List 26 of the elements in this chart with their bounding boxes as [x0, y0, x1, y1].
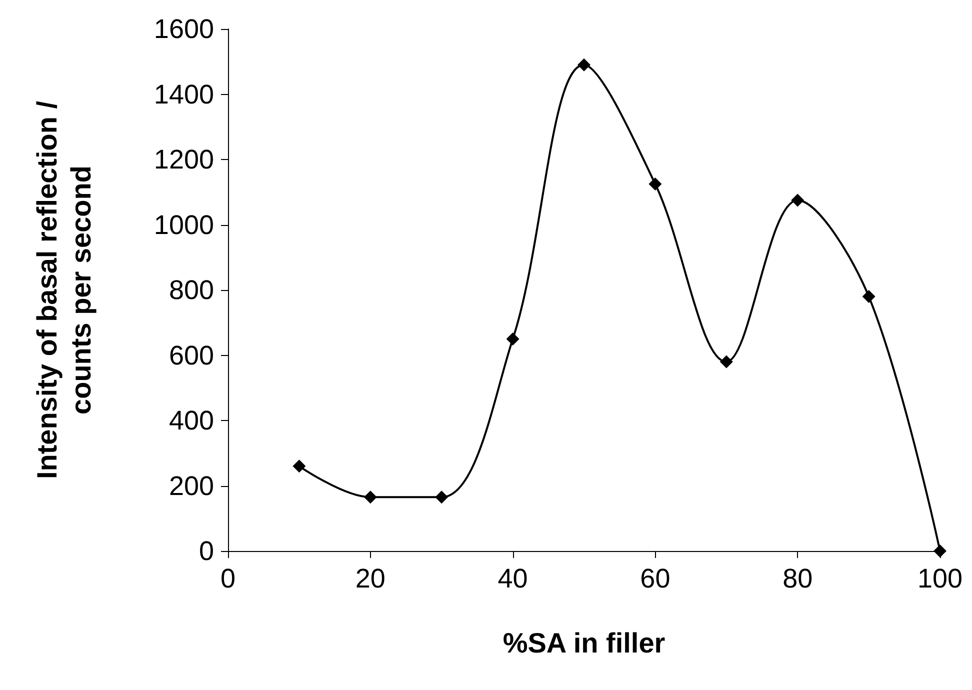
y-tick-label: 1200: [154, 144, 214, 174]
x-tick-label: 80: [782, 564, 813, 594]
x-tick-label: 100: [917, 564, 963, 594]
x-axis-title: %SA in filler: [502, 628, 666, 658]
point: [578, 58, 590, 72]
x-tick-label: 40: [498, 564, 528, 594]
x-tick-label: 20: [355, 564, 386, 594]
x-tick-label: 0: [220, 564, 236, 594]
y-tick-label: 1400: [154, 79, 214, 110]
point: [791, 194, 804, 207]
y-tick-label: 1600: [154, 14, 214, 44]
y-tick-label: 1000: [154, 210, 214, 240]
point: [292, 460, 306, 473]
y-tick-label: 800: [168, 275, 214, 305]
point: [364, 490, 377, 504]
y-axis-title: Intensity of basal reflection / counts per second: [32, 100, 96, 480]
point: [435, 490, 448, 504]
point: [862, 290, 876, 304]
y-tick-label: 400: [168, 406, 214, 436]
point: [720, 355, 733, 368]
y-tick-label: 200: [168, 470, 214, 501]
point: [506, 332, 520, 346]
y-tick-label: 0: [198, 536, 214, 566]
point: [648, 177, 662, 190]
y-tick-label: 600: [168, 340, 214, 370]
x-tick-label: 60: [640, 564, 670, 594]
